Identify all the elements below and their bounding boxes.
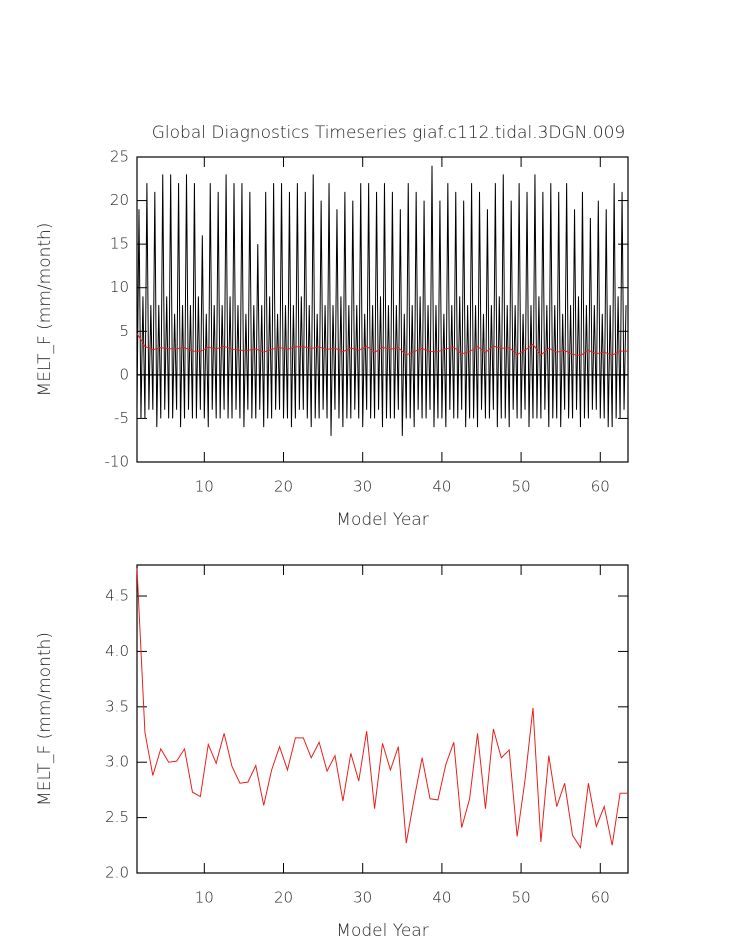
x-tick-label: 10 [195, 478, 214, 496]
x-tick-label: 20 [274, 478, 293, 496]
y-tick-label: 20 [110, 191, 129, 209]
plot-frame [136, 564, 629, 874]
x-tick-label: 30 [353, 889, 372, 907]
y-tick-label: 10 [110, 278, 129, 296]
y-axis-label: MELT_F (mm/month) [35, 223, 55, 397]
y-axis-label: MELT_F (mm/month) [35, 632, 55, 806]
x-tick-label: 20 [274, 889, 293, 907]
x-tick-label: 30 [353, 478, 372, 496]
y-tick-label: 15 [110, 235, 129, 253]
x-tick-label: 50 [512, 478, 531, 496]
y-tick-label: -10 [105, 453, 130, 471]
y-tick-label: 5 [119, 322, 129, 340]
x-tick-label: 40 [432, 889, 451, 907]
y-tick-label: 2.0 [105, 864, 129, 882]
y-tick-label: 2.5 [105, 808, 129, 826]
data-line [136, 568, 628, 849]
y-tick-label: -5 [114, 409, 129, 427]
data-line [136, 333, 628, 356]
y-tick-label: 3.0 [105, 753, 129, 771]
x-tick-label: 60 [591, 478, 610, 496]
x-axis-label: Model Year [336, 510, 428, 530]
plot-frame [136, 156, 629, 463]
y-tick-label: 3.5 [105, 697, 129, 715]
y-tick-label: 4.0 [105, 642, 129, 660]
x-tick-label: 50 [512, 889, 531, 907]
y-tick-label: 0 [119, 365, 129, 383]
x-tick-label: 10 [195, 889, 214, 907]
x-tick-label: 60 [591, 889, 610, 907]
chart-title: Global Diagnostics Timeseries giaf.c112.… [152, 123, 626, 143]
y-tick-label: 4.5 [105, 587, 129, 605]
y-tick-label: 25 [110, 148, 129, 166]
data-line [136, 165, 627, 436]
x-axis-label: Model Year [336, 921, 428, 941]
x-tick-label: 40 [432, 478, 451, 496]
